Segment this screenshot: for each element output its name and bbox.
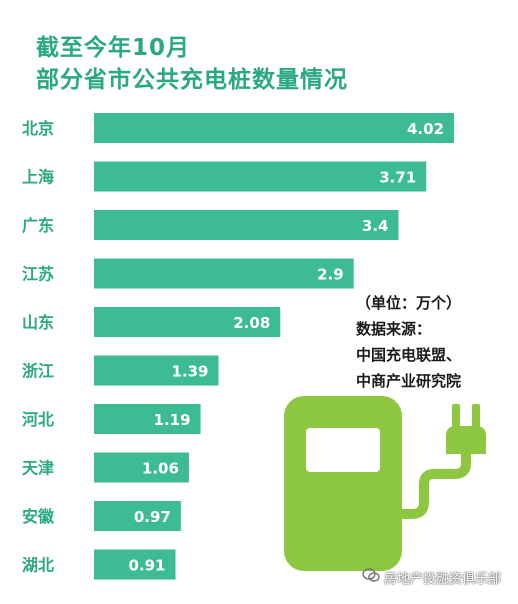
- bar: [94, 501, 181, 531]
- value-label: 1.06: [142, 460, 179, 478]
- bar: [94, 452, 189, 483]
- source-line-2: 中商产业研究院: [356, 372, 462, 390]
- bar: [94, 549, 176, 580]
- category-label: 江苏: [22, 265, 54, 284]
- value-label: 2.9: [317, 266, 344, 284]
- bar: [94, 210, 399, 240]
- category-label: 河北: [22, 410, 54, 429]
- value-label: 1.19: [154, 411, 191, 429]
- bar: [94, 404, 201, 434]
- value-label: 0.97: [134, 508, 171, 526]
- source-line-1: 中国充电联盟、: [356, 346, 462, 364]
- category-label: 安徽: [22, 507, 55, 526]
- category-label: 湖北: [22, 556, 54, 575]
- bar: [94, 258, 354, 289]
- bar: [94, 307, 281, 337]
- value-label: 0.91: [128, 557, 165, 575]
- source-label: 数据来源：: [356, 320, 432, 338]
- category-label: 浙江: [22, 362, 54, 381]
- category-label: 北京: [22, 119, 54, 138]
- category-label: 上海: [22, 168, 54, 187]
- category-label: 山东: [22, 313, 54, 332]
- bar: [94, 161, 427, 192]
- chart-title-line-2: 部分省市公共充电桩数量情况: [36, 67, 348, 93]
- value-label: 2.08: [233, 314, 270, 332]
- wechat-icon: [362, 568, 380, 582]
- category-label: 广东: [22, 216, 54, 235]
- chart-title-line-1: 截至今年10月: [36, 35, 191, 61]
- bar: [94, 355, 219, 386]
- category-label: 天津: [22, 459, 54, 478]
- unit-note: （单位：万个）: [356, 294, 462, 312]
- bar: [94, 113, 454, 143]
- value-label: 4.02: [407, 120, 444, 138]
- value-label: 3.71: [379, 169, 416, 187]
- watermark-text: 房地产投融资俱乐部: [384, 572, 502, 587]
- ev-charger-icon: [284, 396, 486, 571]
- value-label: 1.39: [171, 363, 208, 381]
- value-label: 3.4: [362, 217, 389, 235]
